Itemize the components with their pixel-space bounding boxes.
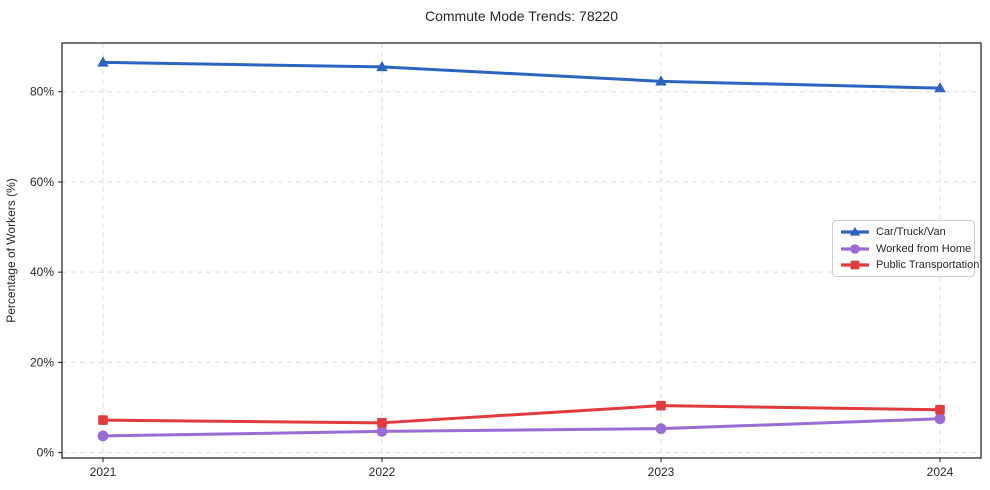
legend-label: Car/Truck/Van [876, 226, 946, 239]
data-point-marker-worked-from-home [934, 413, 946, 425]
data-point-marker-car-truck-van [376, 60, 388, 72]
y-tick-label: 0% [37, 446, 55, 460]
y-tick-label: 60% [30, 175, 54, 189]
data-point-marker-worked-from-home [376, 425, 388, 437]
data-point-marker-public-transportation [98, 415, 108, 425]
circle-line-marker-icon [841, 243, 869, 254]
data-point-marker-worked-from-home [97, 430, 109, 442]
series-line-public-transportation [102, 404, 941, 425]
x-tick-label: 2022 [369, 465, 396, 479]
chart-title: Commute Mode Trends: 78220 [425, 8, 618, 24]
legend-triangle-icon [849, 227, 861, 236]
triangle-line-marker-icon [841, 227, 869, 236]
series-line-worked-from-home [102, 417, 941, 438]
data-point-marker-public-transportation [935, 404, 945, 415]
data-point-marker-car-truck-van [97, 56, 109, 67]
legend-label: Worked from Home [876, 242, 972, 255]
x-tick-label: 2024 [927, 465, 954, 479]
data-point-marker-public-transportation [377, 418, 387, 428]
data-point-marker-car-truck-van [934, 82, 946, 93]
legend-circle-icon [850, 243, 860, 254]
square-line-marker-icon [841, 260, 869, 270]
data-point-marker-worked-from-home [655, 423, 667, 435]
y-tick-label: 40% [30, 265, 54, 279]
x-tick-label: 2021 [90, 465, 117, 479]
y-tick-label: 20% [30, 355, 54, 369]
data-point-marker-car-truck-van [655, 75, 667, 86]
y-tick-label: 80% [30, 85, 54, 99]
plot-border [61, 42, 982, 459]
legend-label: Public Transportation [876, 258, 980, 271]
y-axis-label: Percentage of Workers (%) [4, 178, 18, 323]
legend-item-public-transportation: Public Transportation [840, 258, 979, 272]
data-point-marker-public-transportation [656, 400, 666, 411]
series-line-car-truck-van [102, 60, 941, 90]
x-tick-label: 2023 [648, 465, 675, 479]
legend-item-worked-from-home: Worked from Home [840, 242, 971, 256]
legend-item-car-truck-van: Car/Truck/Van [840, 225, 967, 239]
legend-square-icon [850, 260, 860, 270]
legend: Car/Truck/Van Worked from Home Public Tr… [832, 220, 979, 277]
